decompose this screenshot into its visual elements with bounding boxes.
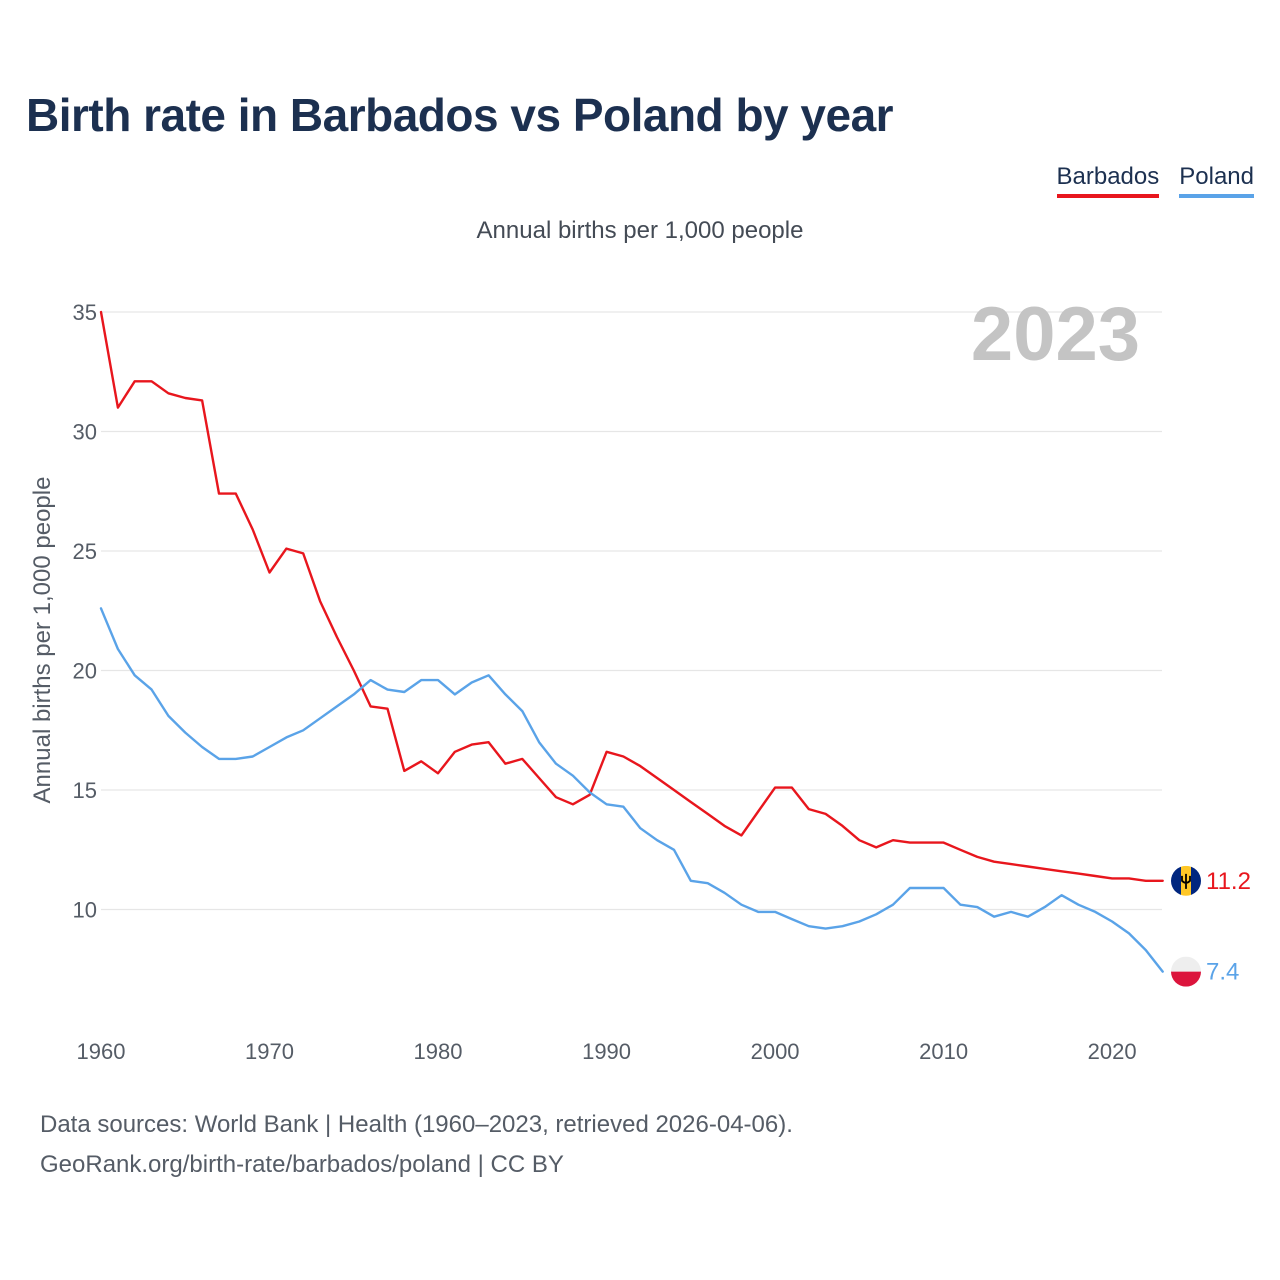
y-tick-label: 30	[73, 420, 97, 445]
series-line-poland	[99, 607, 1164, 973]
y-axis-label: Annual births per 1,000 people	[29, 477, 56, 804]
x-tick-label: 2000	[751, 1039, 800, 1064]
y-tick-label: 10	[73, 898, 97, 923]
chart-subtitle: Annual births per 1,000 people	[476, 217, 804, 244]
y-tick-label: 35	[73, 300, 97, 325]
y-tick-label: 15	[73, 778, 97, 803]
source-url-text: GeoRank.org/birth-rate/barbados/poland |…	[40, 1151, 564, 1178]
series-lines	[99, 310, 1164, 973]
legend: Barbados Poland	[1056, 163, 1254, 198]
chart-title: Birth rate in Barbados vs Poland by year	[26, 89, 894, 141]
y-tick-label: 25	[73, 539, 97, 564]
data-source-text: Data sources: World Bank | Health (1960–…	[40, 1111, 793, 1138]
grid-lines	[101, 311, 1162, 911]
poland-flag-icon	[1171, 956, 1201, 987]
x-tick-label: 1980	[414, 1039, 463, 1064]
x-tick-label: 1970	[245, 1039, 294, 1064]
y-axis-ticks: 10 15 20 25 30 35	[73, 300, 97, 923]
legend-poland[interactable]: Poland	[1179, 163, 1254, 198]
x-axis-ticks: 1960 1970 1980 1990 2000 2010 2020	[77, 1039, 1137, 1064]
y-tick-label: 20	[73, 659, 97, 684]
x-tick-label: 1990	[582, 1039, 631, 1064]
poland-end-value: 7.4	[1206, 959, 1239, 986]
year-watermark: 2023	[971, 292, 1140, 377]
barbados-end-value: 11.2	[1206, 868, 1251, 895]
x-tick-label: 2020	[1088, 1039, 1137, 1064]
barbados-flag-icon	[1171, 865, 1201, 896]
x-tick-label: 1960	[77, 1039, 126, 1064]
footer: Data sources: World Bank | Health (1960–…	[40, 1105, 793, 1185]
legend-barbados[interactable]: Barbados	[1056, 163, 1160, 198]
x-tick-label: 2010	[919, 1039, 968, 1064]
series-line-barbados	[99, 310, 1164, 882]
end-markers: 11.2 7.4	[1171, 865, 1251, 987]
